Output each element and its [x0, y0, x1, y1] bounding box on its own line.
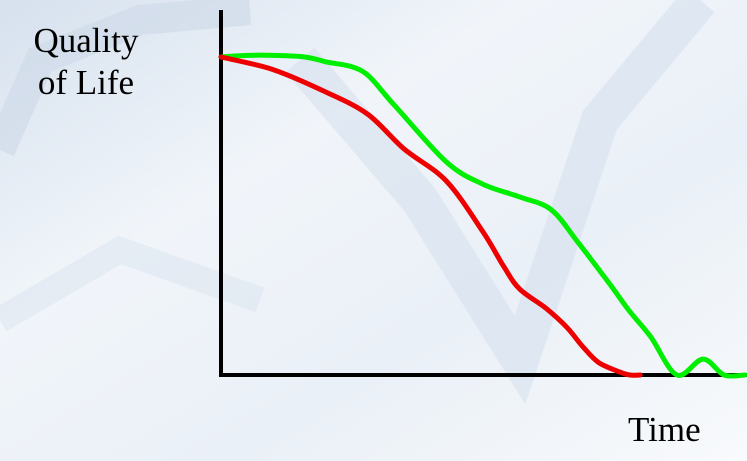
- y-axis-label-line-2: of Life: [37, 63, 135, 102]
- x-axis-label: Time: [628, 410, 701, 449]
- y-axis-label-line-1: Quality: [33, 21, 139, 60]
- series-layer: [218, 52, 747, 379]
- series-red-line: [218, 54, 643, 378]
- y-axis-label: Quality of Life: [6, 20, 166, 104]
- series-green-line: [218, 52, 747, 379]
